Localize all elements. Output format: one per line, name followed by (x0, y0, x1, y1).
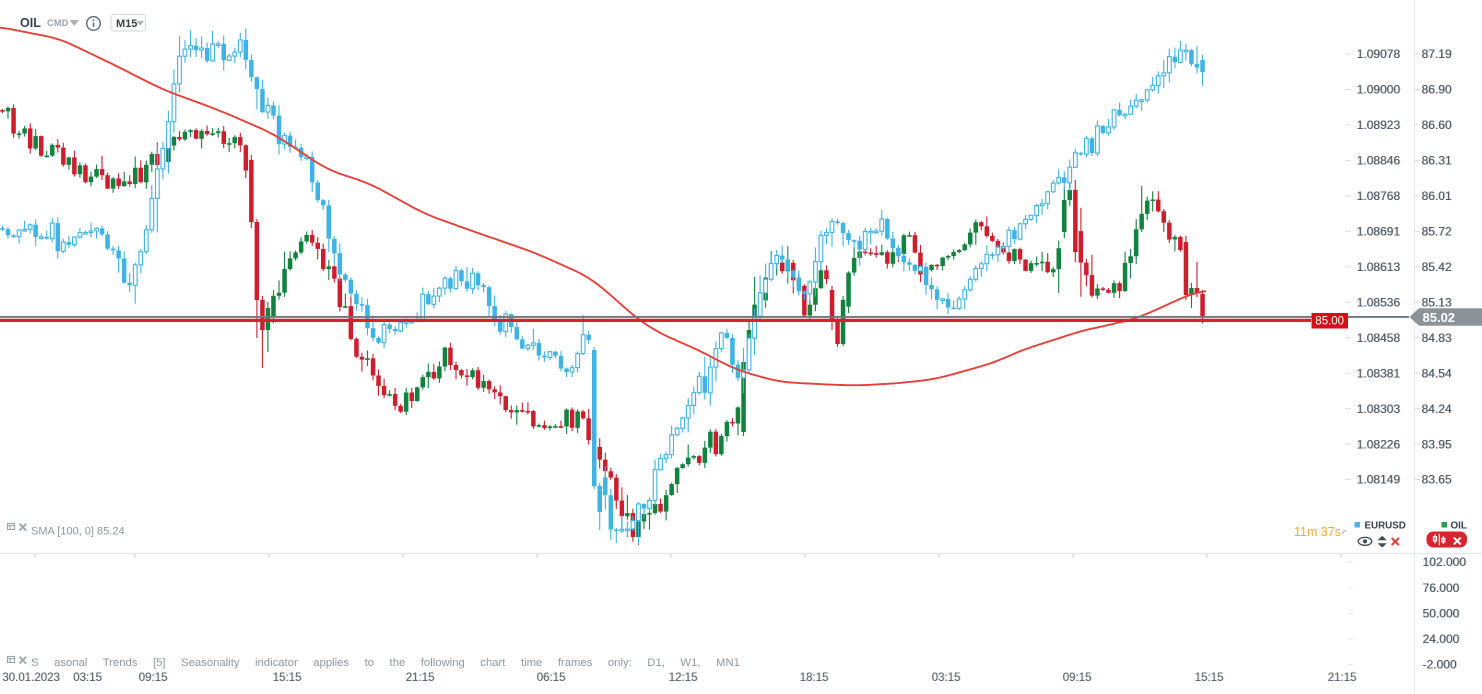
svg-text:86.90: 86.90 (1422, 83, 1452, 97)
svg-text:12:15: 12:15 (669, 672, 698, 684)
svg-text:102.000: 102.000 (1423, 555, 1467, 569)
svg-text:09:15: 09:15 (1063, 672, 1092, 684)
svg-text:1.08691: 1.08691 (1357, 225, 1401, 239)
svg-text:50.000: 50.000 (1423, 607, 1460, 621)
svg-text:09:15: 09:15 (139, 672, 168, 684)
svg-text:11m 37s: 11m 37s (1294, 525, 1341, 539)
svg-text:85.02: 85.02 (1423, 310, 1456, 325)
svg-text:1.09078: 1.09078 (1357, 47, 1401, 61)
svg-text:06:15: 06:15 (537, 672, 566, 684)
svg-text:30.01.2023: 30.01.2023 (2, 672, 60, 684)
svg-text:1.08613: 1.08613 (1357, 260, 1401, 274)
svg-text:86.31: 86.31 (1422, 154, 1452, 168)
svg-text:1.08846: 1.08846 (1357, 154, 1401, 168)
svg-text:1.08149: 1.08149 (1357, 473, 1401, 487)
svg-text:12:15: 12:15 (669, 672, 698, 684)
svg-text:24.000: 24.000 (1423, 632, 1460, 646)
svg-text:76.000: 76.000 (1423, 581, 1460, 595)
svg-text:03:15: 03:15 (73, 672, 102, 684)
svg-text:84.54: 84.54 (1422, 366, 1452, 380)
svg-text:S asonal Trends [5] Seasonalit: S asonal Trends [5] Seasonality indicato… (31, 657, 740, 669)
svg-text:83.95: 83.95 (1422, 437, 1452, 451)
svg-text:85.13: 85.13 (1422, 295, 1452, 309)
svg-text:1.08149: 1.08149 (1357, 473, 1401, 487)
svg-text:86.01: 86.01 (1422, 189, 1452, 203)
svg-text:OIL: OIL (20, 16, 41, 30)
svg-text:84.54: 84.54 (1422, 366, 1452, 380)
svg-text:1.08226: 1.08226 (1357, 437, 1401, 451)
svg-text:30.01.2023: 30.01.2023 (3, 672, 61, 684)
svg-text:1.08303: 1.08303 (1357, 402, 1401, 416)
svg-text:15:15: 15:15 (1195, 672, 1224, 684)
svg-text:21:15: 21:15 (406, 672, 435, 684)
svg-text:03:15: 03:15 (74, 672, 103, 684)
svg-text:86.60: 86.60 (1422, 118, 1452, 132)
svg-text:85.42: 85.42 (1422, 260, 1452, 274)
svg-text:1.08381: 1.08381 (1357, 366, 1401, 380)
svg-text:M15: M15 (116, 18, 137, 30)
svg-text:1.08536: 1.08536 (1357, 295, 1401, 309)
svg-text:86.60: 86.60 (1422, 118, 1452, 132)
svg-text:76.000: 76.000 (1423, 581, 1460, 595)
svg-text:EURUSD: EURUSD (1365, 520, 1406, 531)
svg-text:1.08768: 1.08768 (1357, 189, 1401, 203)
svg-text:1.08923: 1.08923 (1357, 118, 1401, 132)
svg-text:21:15: 21:15 (1328, 672, 1357, 684)
svg-text:1.08226: 1.08226 (1357, 437, 1401, 451)
svg-text:1.08303: 1.08303 (1357, 402, 1401, 416)
svg-text:102.000: 102.000 (1423, 555, 1467, 569)
svg-text:87.19: 87.19 (1422, 47, 1452, 61)
svg-text:1.08846: 1.08846 (1357, 154, 1401, 168)
svg-text:09:15: 09:15 (1063, 672, 1092, 684)
svg-text:85.00: 85.00 (1315, 316, 1344, 328)
svg-text:1.08768: 1.08768 (1357, 189, 1401, 203)
svg-text:1.08458: 1.08458 (1357, 331, 1401, 345)
svg-text:21:15: 21:15 (1328, 672, 1357, 684)
svg-text:CMD: CMD (47, 18, 69, 28)
svg-text:-2.000: -2.000 (1423, 658, 1457, 672)
svg-text:84.83: 84.83 (1422, 331, 1452, 345)
svg-text:83.95: 83.95 (1422, 437, 1452, 451)
svg-text:03:15: 03:15 (932, 672, 961, 684)
svg-text:83.65: 83.65 (1422, 473, 1452, 487)
svg-text:84.24: 84.24 (1422, 402, 1452, 416)
svg-text:1.08691: 1.08691 (1357, 225, 1401, 239)
svg-text:1.08381: 1.08381 (1357, 366, 1401, 380)
svg-text:85.42: 85.42 (1422, 260, 1452, 274)
svg-text:OIL: OIL (1451, 520, 1467, 531)
svg-text:18:15: 18:15 (800, 672, 829, 684)
svg-text:1.09000: 1.09000 (1357, 83, 1401, 97)
svg-text:1.08923: 1.08923 (1357, 118, 1401, 132)
svg-text:15:15: 15:15 (273, 672, 302, 684)
svg-text:18:15: 18:15 (800, 672, 829, 684)
svg-text:1.09078: 1.09078 (1357, 47, 1401, 61)
svg-text:1.09000: 1.09000 (1357, 83, 1401, 97)
svg-text:15:15: 15:15 (273, 672, 302, 684)
svg-text:06:15: 06:15 (537, 672, 566, 684)
svg-text:86.31: 86.31 (1422, 154, 1452, 168)
svg-text:24.000: 24.000 (1423, 632, 1460, 646)
svg-text:1.08536: 1.08536 (1357, 295, 1401, 309)
svg-text:09:15: 09:15 (139, 672, 168, 684)
svg-text:86.01: 86.01 (1422, 189, 1452, 203)
svg-text:15:15: 15:15 (1195, 672, 1224, 684)
svg-text:87.19: 87.19 (1422, 47, 1452, 61)
svg-text:1.08458: 1.08458 (1357, 331, 1401, 345)
svg-text:84.24: 84.24 (1422, 402, 1452, 416)
svg-text:21:15: 21:15 (406, 672, 435, 684)
svg-text:83.65: 83.65 (1422, 473, 1452, 487)
svg-text:1.08613: 1.08613 (1357, 260, 1401, 274)
svg-text:85.72: 85.72 (1422, 225, 1452, 239)
svg-text:03:15: 03:15 (932, 672, 961, 684)
svg-text:85.72: 85.72 (1422, 225, 1452, 239)
svg-text:-2.000: -2.000 (1423, 658, 1457, 672)
svg-text:84.83: 84.83 (1422, 331, 1452, 345)
svg-text:86.90: 86.90 (1422, 83, 1452, 97)
svg-text:85.13: 85.13 (1422, 295, 1452, 309)
svg-text:SMA [100, 0] 85.24: SMA [100, 0] 85.24 (31, 526, 125, 538)
svg-text:50.000: 50.000 (1423, 607, 1460, 621)
